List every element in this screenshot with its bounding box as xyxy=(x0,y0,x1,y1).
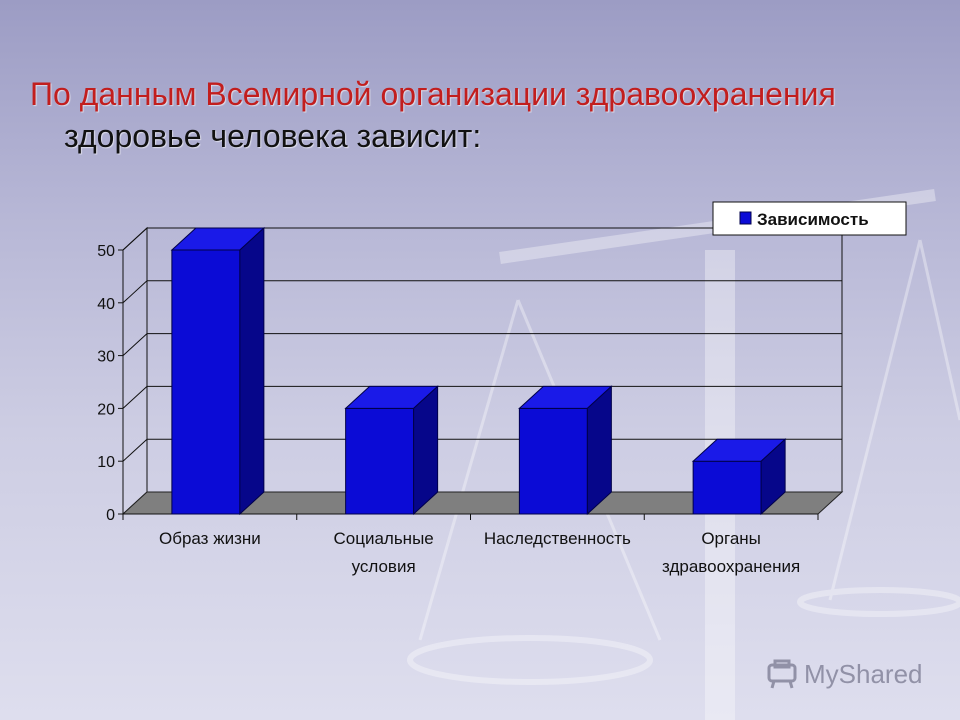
y-tick-label-2: 20 xyxy=(97,401,115,418)
y-tick-label-4: 40 xyxy=(97,296,115,313)
gridline-3 xyxy=(122,333,842,356)
x-tick-label-1-0: Социальные xyxy=(333,529,433,548)
bar-side-3 xyxy=(760,438,786,516)
y-tick-label-3: 30 xyxy=(97,349,115,366)
x-tick-label-1-1: условия xyxy=(352,557,416,576)
watermark: MyShared xyxy=(766,654,923,694)
bar-2 xyxy=(518,407,588,515)
watermark-text: MyShared xyxy=(804,658,923,689)
plot-side-wall xyxy=(122,226,148,516)
legend-label-0: Зависимость xyxy=(757,210,869,229)
y-tick-label-1: 10 xyxy=(97,454,115,471)
bar-side-0 xyxy=(239,226,265,516)
x-tick-label-0-0: Образ жизни xyxy=(159,529,261,548)
x-tick-label-3-0: Органы xyxy=(701,529,761,548)
bar-side-1 xyxy=(413,385,439,516)
y-tick-label-0: 0 xyxy=(106,507,115,524)
slide-subtitle: здоровье человека зависит: xyxy=(64,118,482,154)
bar-1 xyxy=(345,407,415,515)
bar-3 xyxy=(692,460,762,515)
gridline-5 xyxy=(122,227,842,251)
x-tick-label-2-0: Наследственность xyxy=(484,529,631,548)
gridline-4 xyxy=(122,280,842,304)
bar-side-2 xyxy=(586,385,612,516)
bar-0 xyxy=(171,249,241,515)
x-tick-label-3-1: здравоохранения xyxy=(662,557,800,576)
mysharedlogo-icon xyxy=(767,659,797,689)
y-tick-label-5: 50 xyxy=(97,243,115,260)
slide-title: По данным Всемирной организации здравоох… xyxy=(30,76,836,112)
legend-swatch-0 xyxy=(739,211,752,225)
